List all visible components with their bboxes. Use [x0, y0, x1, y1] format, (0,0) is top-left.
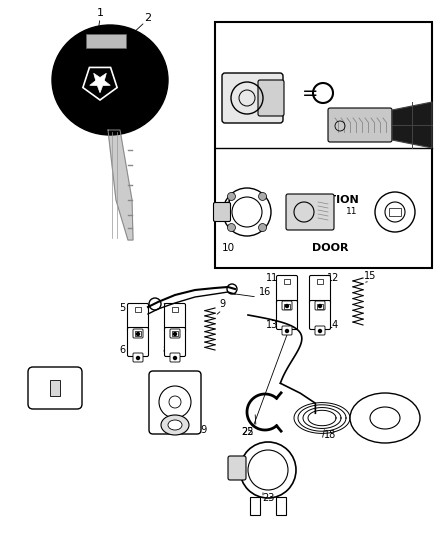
Circle shape [286, 304, 289, 308]
FancyBboxPatch shape [170, 353, 180, 362]
Text: =: = [302, 84, 318, 102]
Bar [172, 331, 178, 336]
FancyBboxPatch shape [282, 301, 292, 310]
Text: 10: 10 [222, 243, 235, 253]
FancyBboxPatch shape [165, 327, 186, 357]
Text: 15: 15 [364, 271, 376, 281]
FancyBboxPatch shape [328, 108, 392, 142]
Ellipse shape [370, 407, 400, 429]
Bar [86, 34, 126, 48]
Text: 18: 18 [324, 430, 336, 440]
FancyBboxPatch shape [315, 326, 325, 335]
FancyBboxPatch shape [213, 203, 230, 222]
FancyBboxPatch shape [282, 326, 292, 335]
Text: 2: 2 [145, 13, 152, 23]
Bar [50, 380, 60, 396]
Text: 6: 6 [119, 345, 125, 355]
Circle shape [258, 223, 267, 231]
Text: 13: 13 [266, 320, 278, 330]
FancyBboxPatch shape [127, 327, 148, 357]
Bar [172, 307, 178, 312]
FancyBboxPatch shape [310, 276, 331, 304]
Text: 25: 25 [242, 427, 254, 437]
FancyBboxPatch shape [315, 301, 325, 310]
Bar [135, 331, 141, 336]
Ellipse shape [350, 393, 420, 443]
Ellipse shape [52, 25, 168, 135]
Bar [284, 304, 290, 309]
Text: 7: 7 [162, 303, 168, 313]
Bar [250, 497, 260, 515]
Polygon shape [108, 130, 133, 240]
Circle shape [173, 333, 177, 335]
Circle shape [286, 329, 289, 333]
Text: 19: 19 [196, 425, 208, 435]
Circle shape [137, 357, 139, 359]
Bar [276, 497, 286, 515]
FancyBboxPatch shape [310, 301, 331, 329]
Text: 12: 12 [327, 273, 339, 283]
Ellipse shape [161, 415, 189, 435]
Circle shape [227, 223, 236, 231]
Bar [389, 208, 401, 216]
FancyBboxPatch shape [149, 371, 201, 434]
Text: 11: 11 [266, 273, 278, 283]
Bar [135, 307, 141, 312]
Text: 5: 5 [119, 303, 125, 313]
Text: DOOR: DOOR [312, 243, 348, 253]
Text: 16: 16 [259, 287, 271, 297]
Text: 1: 1 [96, 8, 103, 18]
Text: 14: 14 [327, 320, 339, 330]
Circle shape [258, 192, 267, 200]
Circle shape [318, 304, 321, 308]
FancyBboxPatch shape [228, 456, 246, 480]
Text: 21: 21 [384, 427, 396, 437]
Bar [215, 22, 432, 268]
Text: 22: 22 [242, 427, 254, 437]
Text: 8: 8 [162, 345, 168, 355]
Text: 11: 11 [346, 207, 358, 216]
Bar [284, 279, 290, 284]
Text: 9: 9 [219, 299, 225, 309]
Text: IGNITION: IGNITION [302, 195, 358, 205]
Circle shape [137, 333, 139, 335]
Circle shape [227, 192, 236, 200]
FancyBboxPatch shape [127, 303, 148, 333]
FancyBboxPatch shape [133, 329, 143, 338]
FancyBboxPatch shape [222, 73, 283, 123]
Ellipse shape [168, 420, 182, 430]
Circle shape [318, 329, 321, 333]
Polygon shape [90, 73, 110, 93]
FancyBboxPatch shape [258, 80, 284, 116]
FancyBboxPatch shape [28, 367, 82, 409]
Text: 23: 23 [262, 493, 274, 503]
Circle shape [173, 357, 177, 359]
Bar [317, 279, 323, 284]
Text: 20: 20 [54, 398, 66, 408]
FancyBboxPatch shape [276, 276, 297, 304]
FancyBboxPatch shape [286, 194, 334, 230]
FancyBboxPatch shape [133, 353, 143, 362]
FancyBboxPatch shape [165, 303, 186, 333]
Polygon shape [392, 102, 432, 148]
Text: 4: 4 [225, 200, 231, 210]
FancyBboxPatch shape [170, 329, 180, 338]
FancyBboxPatch shape [276, 301, 297, 329]
Bar [317, 304, 323, 309]
